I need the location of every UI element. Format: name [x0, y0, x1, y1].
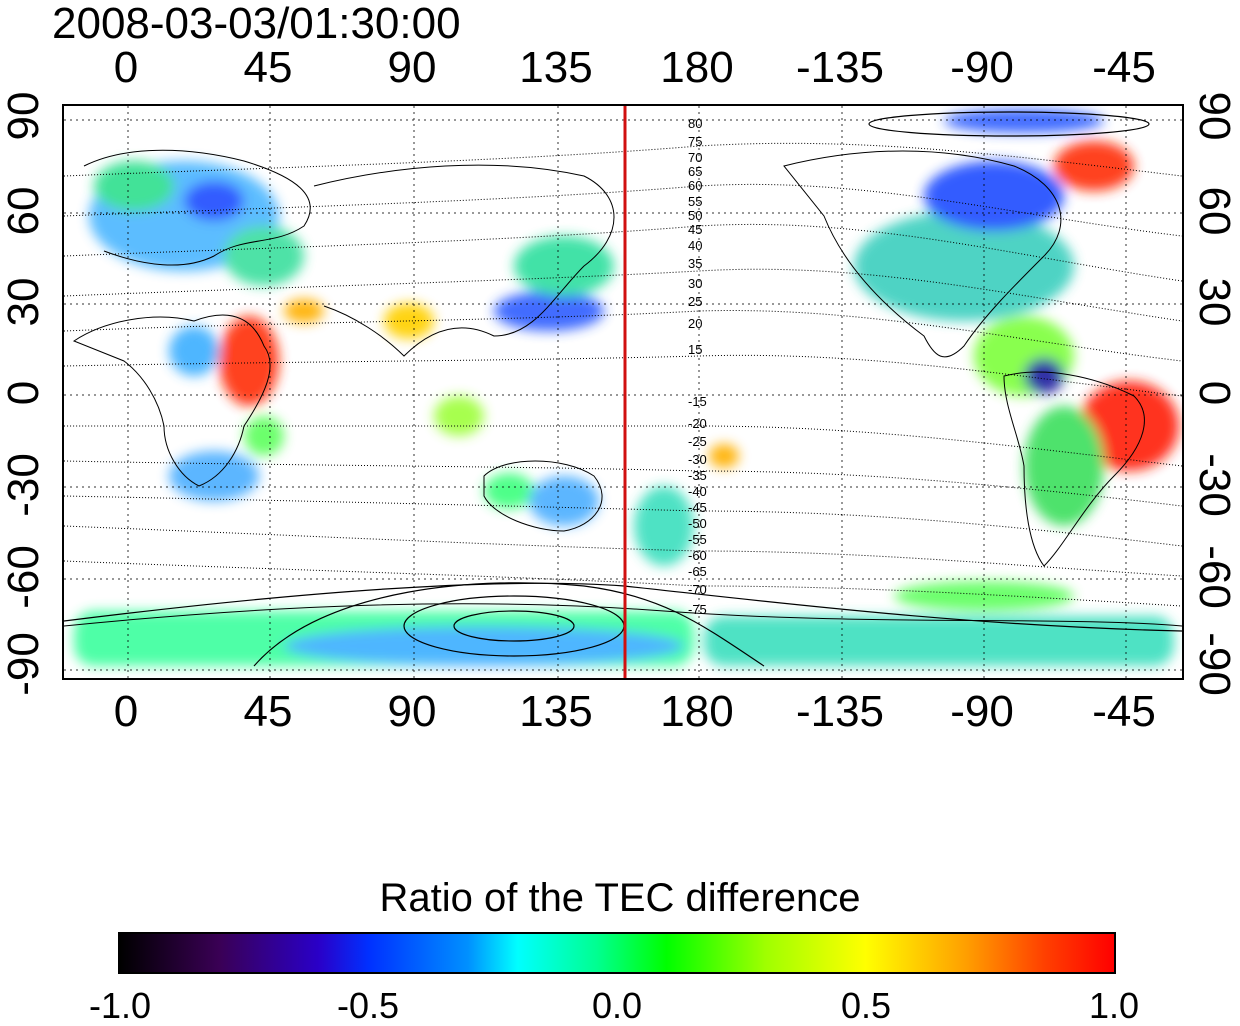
left-tick-0: 0 — [0, 380, 48, 406]
contour-label: -55 — [688, 532, 707, 547]
contour-label: -45 — [688, 500, 707, 515]
bottom-tick-45: 45 — [243, 687, 293, 736]
top-tick-m45: -45 — [1092, 43, 1156, 92]
top-tick-45: 45 — [243, 43, 293, 92]
contour-label: 25 — [688, 294, 702, 309]
contour-label: 40 — [688, 238, 702, 253]
contour-label: 75 — [688, 134, 702, 149]
colorbar-title: Ratio of the TEC difference — [379, 876, 861, 920]
colorbar-tick-05: 0.5 — [840, 985, 892, 1026]
right-tick-60: 60 — [1190, 186, 1239, 236]
colorbar-tick-1: 1.0 — [1088, 985, 1140, 1026]
top-tick-m90: -90 — [950, 43, 1014, 92]
top-tick-135: 135 — [519, 43, 593, 92]
left-tick-m60: -60 — [0, 545, 48, 609]
colorbar-tick-m1: -1.0 — [88, 985, 152, 1026]
contour-label: -75 — [688, 602, 707, 617]
contour-label: -30 — [688, 452, 707, 467]
right-tick-m30: -30 — [1190, 453, 1239, 517]
bottom-tick-m90: -90 — [950, 687, 1014, 736]
colorbar — [118, 932, 1116, 974]
contour-label: -65 — [688, 564, 707, 579]
right-tick-90: 90 — [1190, 91, 1239, 141]
magnetic-latitude-contours — [64, 142, 1182, 607]
left-tick-m90: -90 — [0, 632, 48, 696]
colorbar-tick-0: 0.0 — [591, 985, 643, 1026]
right-tick-30: 30 — [1190, 277, 1239, 327]
right-tick-m60: -60 — [1190, 545, 1239, 609]
contour-label: 35 — [688, 256, 702, 271]
contour-label: -40 — [688, 484, 707, 499]
bottom-tick-m45: -45 — [1092, 687, 1156, 736]
contour-label: 15 — [688, 342, 702, 357]
timestamp-title: 2008-03-03/01:30:00 — [52, 0, 461, 48]
graticule-lines — [64, 106, 1182, 678]
bottom-tick-180: 180 — [660, 687, 734, 736]
bottom-tick-m135: -135 — [795, 687, 885, 736]
top-tick-90: 90 — [387, 43, 437, 92]
right-tick-m90: -90 — [1190, 632, 1239, 696]
bottom-tick-135: 135 — [519, 687, 593, 736]
contour-label: -50 — [688, 516, 707, 531]
contour-label: -20 — [688, 416, 707, 431]
right-tick-0: 0 — [1190, 380, 1239, 406]
contour-labels-south: -15 -20 -25 -30 -35 -40 -45 -50 -55 -60 … — [688, 394, 707, 617]
contour-label: -25 — [688, 434, 707, 449]
contour-label: 45 — [688, 222, 702, 237]
colorbar-tick-m05: -0.5 — [336, 985, 400, 1026]
tec-map-svg: 80 75 70 65 60 55 50 45 40 35 30 25 20 1… — [64, 106, 1182, 678]
contour-label: -35 — [688, 468, 707, 483]
left-tick-m30: -30 — [0, 453, 48, 517]
left-tick-60: 60 — [0, 186, 48, 236]
contour-label: -15 — [688, 394, 707, 409]
left-tick-90: 90 — [0, 91, 48, 141]
contour-label: -70 — [688, 582, 707, 597]
contour-label: 65 — [688, 164, 702, 179]
contour-label: 80 — [688, 116, 702, 131]
contour-label: 20 — [688, 316, 702, 331]
bottom-tick-90: 90 — [387, 687, 437, 736]
tec-ratio-field — [74, 109, 1179, 666]
top-tick-m135: -135 — [795, 43, 885, 92]
bottom-tick-0: 0 — [113, 687, 139, 736]
tec-map-panel: 80 75 70 65 60 55 50 45 40 35 30 25 20 1… — [62, 104, 1184, 680]
contour-label: 55 — [688, 194, 702, 209]
contour-label: 70 — [688, 150, 702, 165]
contour-label: -60 — [688, 548, 707, 563]
contour-label: 30 — [688, 276, 702, 291]
left-tick-30: 30 — [0, 277, 48, 327]
contour-labels-north: 80 75 70 65 60 55 50 45 40 35 30 25 20 1… — [688, 116, 702, 357]
contour-label: 50 — [688, 208, 702, 223]
coastlines — [64, 149, 1182, 627]
top-tick-0: 0 — [113, 43, 139, 92]
contour-label: 60 — [688, 178, 702, 193]
top-tick-180: 180 — [660, 43, 734, 92]
